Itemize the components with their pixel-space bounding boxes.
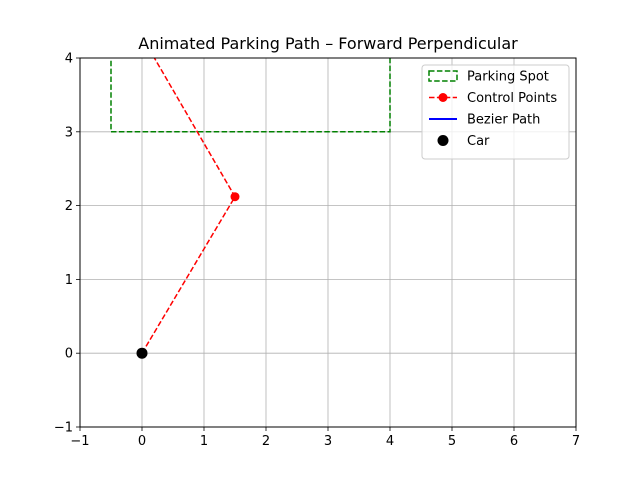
legend-swatch-car [437, 135, 449, 146]
legend: Parking Spot Control Points Bezier Path Car [421, 64, 570, 160]
y-tick-label: 2 [65, 199, 73, 214]
x-tick-label: 2 [262, 434, 270, 449]
legend-swatch-control-points-marker [438, 93, 448, 102]
y-tick-label: 4 [65, 52, 73, 67]
control-point-marker [230, 192, 240, 202]
chart-title: Animated Parking Path – Forward Perpendi… [138, 34, 518, 53]
x-tick-label: 1 [200, 434, 208, 449]
legend-label: Control Points [467, 91, 557, 106]
y-tick-label: 1 [65, 273, 73, 288]
x-tick-label: 6 [510, 434, 518, 449]
car-marker [136, 347, 148, 359]
legend-label: Car [467, 134, 490, 149]
axis-ticks: −1 0 1 2 3 4 5 6 7 −1 0 1 2 3 4 [54, 52, 580, 450]
legend-box [421, 64, 570, 160]
y-tick-label: 3 [65, 125, 73, 140]
y-tick-label: 0 [65, 347, 73, 362]
legend-label: Parking Spot [467, 70, 549, 85]
parking-spot-outline [110, 58, 391, 133]
legend-swatch-parking-spot [428, 70, 458, 82]
y-tick-label: −1 [54, 421, 73, 436]
x-tick-label: 7 [572, 434, 580, 449]
x-tick-label: 5 [448, 434, 456, 449]
x-tick-label: 4 [386, 434, 394, 449]
x-tick-label: 3 [324, 434, 332, 449]
legend-label: Bezier Path [467, 113, 540, 128]
x-tick-label: 0 [138, 434, 146, 449]
plot-area [110, 58, 391, 359]
x-tick-label: −1 [70, 434, 89, 449]
